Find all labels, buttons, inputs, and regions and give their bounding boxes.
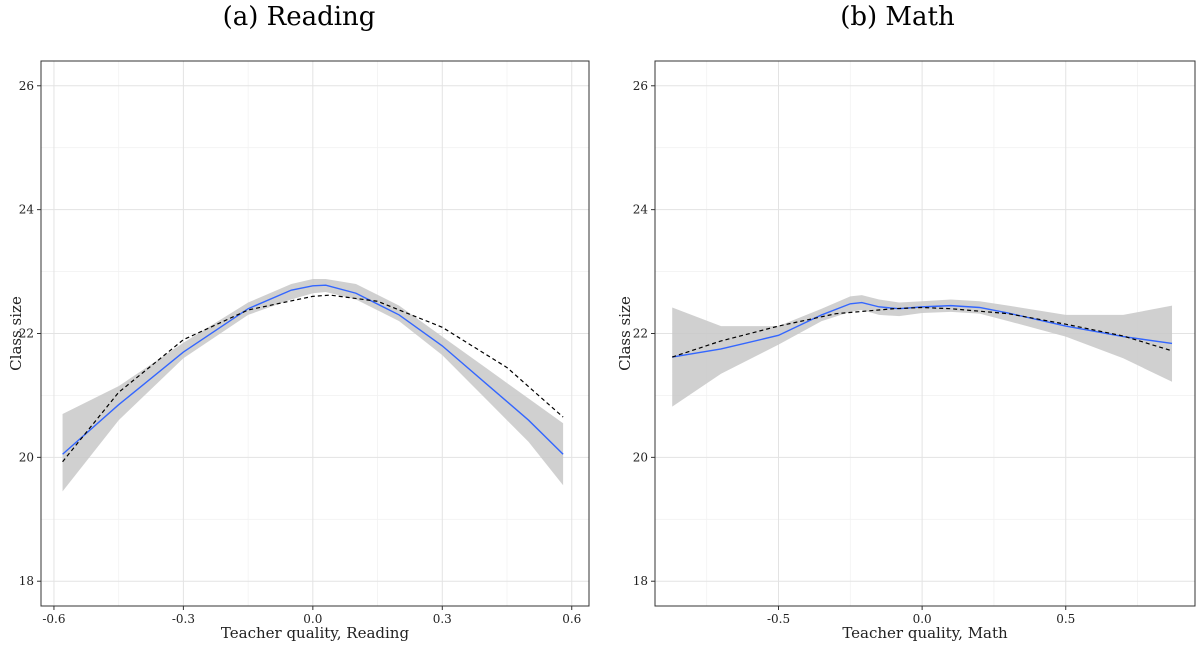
x-tick-label: 0.6 bbox=[562, 612, 581, 626]
y-tick-label: 24 bbox=[19, 203, 35, 217]
quadratic-fit-line bbox=[62, 294, 564, 463]
panel-reading: (a) Reading 18 20 22 24 26 -0.6 -0.3 0.0 0.3 0.6 T… bbox=[0, 0, 598, 647]
confidence-band bbox=[672, 295, 1173, 407]
y-tick-label: 20 bbox=[633, 450, 648, 464]
x-tick-label: -0.5 bbox=[767, 612, 790, 626]
y-tick-label: 22 bbox=[633, 327, 648, 341]
y-axis-title: Class size bbox=[616, 296, 634, 371]
y-tick-label: 26 bbox=[633, 79, 648, 93]
smooth-fit-line bbox=[62, 284, 564, 455]
math-chart: 18 20 22 24 26 -0.5 0.0 0.5 Teacher quality, Mat… bbox=[616, 60, 1196, 642]
y-tick-label: 24 bbox=[633, 203, 649, 217]
x-axis-title: Teacher quality, Math bbox=[842, 624, 1008, 642]
reading-chart: 18 20 22 24 26 -0.6 -0.3 0.0 0.3 0.6 Teacher quali… bbox=[7, 60, 590, 642]
x-axis-title: Teacher quality, Reading bbox=[221, 624, 410, 642]
panel-title: (a) Reading bbox=[222, 2, 376, 32]
y-axis-title: Class size bbox=[7, 296, 25, 371]
y-tick-label: 22 bbox=[19, 327, 34, 341]
x-tick-label: 0.0 bbox=[913, 612, 932, 626]
y-tick-label: 20 bbox=[19, 450, 34, 464]
x-tick-label: 0.5 bbox=[1056, 612, 1075, 626]
quadratic-fit-line bbox=[672, 306, 1173, 358]
x-tick-label: -0.3 bbox=[172, 612, 195, 626]
panel-math: (b) Math 18 20 22 24 26 -0.5 0.0 0.5 Teacher qua… bbox=[598, 0, 1197, 647]
y-tick-label: 18 bbox=[19, 574, 34, 588]
y-tick-label: 18 bbox=[633, 574, 648, 588]
x-tick-label: 0.0 bbox=[303, 612, 322, 626]
x-tick-label: -0.6 bbox=[42, 612, 65, 626]
x-tick-label: 0.3 bbox=[433, 612, 452, 626]
y-tick-label: 26 bbox=[19, 79, 34, 93]
panel-title: (b) Math bbox=[840, 2, 955, 32]
